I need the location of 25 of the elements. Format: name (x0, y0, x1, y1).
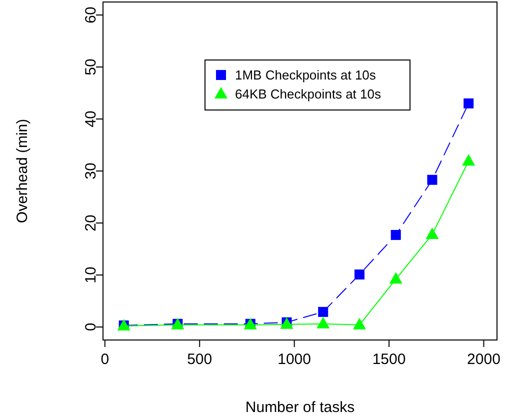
y-tick-label: 60 (82, 6, 100, 24)
y-tick-label: 50 (82, 58, 100, 76)
x-axis-title: Number of tasks (245, 399, 355, 416)
point (462, 154, 476, 166)
x-tick-label: 500 (187, 351, 212, 368)
point (389, 272, 402, 284)
point (426, 227, 439, 239)
legend-label: 1MB Checkpoints at 10s (235, 68, 376, 82)
legend-label: 64KB Checkpoints at 10s (235, 86, 382, 102)
point (316, 316, 330, 328)
y-tick-label: 10 (82, 266, 100, 284)
point (390, 230, 401, 240)
y-tick-label: 0 (82, 322, 100, 332)
x-tick-label: 1500 (372, 351, 406, 368)
y-tick-label: 40 (82, 110, 100, 128)
point (464, 98, 474, 108)
point (318, 306, 328, 317)
y-tick-label: 30 (82, 162, 100, 180)
y-axis-title: Overhead (min) (14, 118, 31, 224)
point (354, 269, 364, 280)
x-tick-label: 1000 (278, 351, 312, 368)
point (352, 318, 366, 330)
y-tick-label: 20 (82, 214, 100, 232)
point (427, 174, 438, 185)
x-tick-label: 2000 (467, 351, 500, 368)
